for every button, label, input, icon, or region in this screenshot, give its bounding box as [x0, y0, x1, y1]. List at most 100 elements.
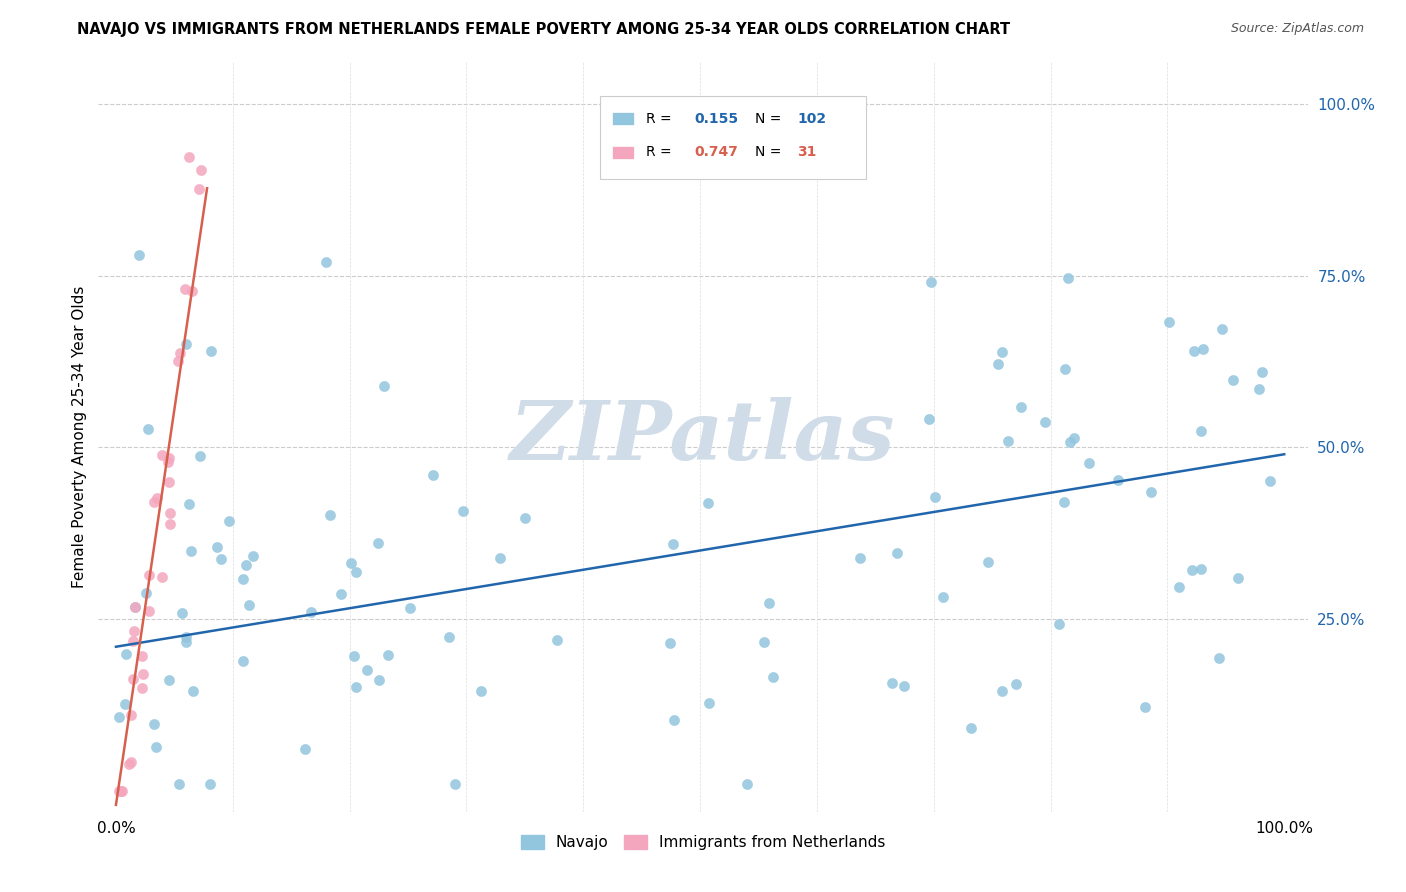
- Navajo: [488, 550, 510, 565]
- Navajo: [886, 546, 908, 560]
- Navajo: [960, 721, 983, 735]
- Immigrants from Netherlands: [159, 506, 181, 520]
- Navajo: [990, 344, 1012, 359]
- Navajo: [232, 573, 254, 587]
- Navajo: [1258, 474, 1281, 488]
- Immigrants from Netherlands: [174, 282, 197, 296]
- Navajo: [1191, 342, 1213, 356]
- Immigrants from Netherlands: [159, 517, 181, 532]
- Navajo: [1140, 485, 1163, 500]
- Text: R =: R =: [647, 145, 676, 160]
- Navajo: [1107, 473, 1129, 487]
- Navajo: [924, 491, 946, 505]
- Navajo: [114, 697, 136, 711]
- Immigrants from Netherlands: [150, 448, 173, 462]
- Navajo: [762, 670, 785, 684]
- Immigrants from Netherlands: [122, 634, 145, 648]
- Navajo: [1167, 580, 1189, 594]
- Text: 0.155: 0.155: [695, 112, 738, 126]
- Immigrants from Netherlands: [111, 784, 134, 798]
- Navajo: [174, 635, 197, 649]
- Navajo: [218, 514, 240, 528]
- Navajo: [880, 675, 903, 690]
- Navajo: [848, 551, 870, 566]
- Immigrants from Netherlands: [157, 455, 180, 469]
- Immigrants from Netherlands: [138, 604, 160, 618]
- Immigrants from Netherlands: [131, 649, 153, 664]
- Navajo: [1157, 315, 1180, 329]
- Navajo: [142, 717, 165, 731]
- Navajo: [232, 654, 254, 668]
- Navajo: [319, 508, 342, 522]
- Navajo: [990, 684, 1012, 698]
- Text: 31: 31: [797, 145, 817, 160]
- Immigrants from Netherlands: [124, 600, 146, 615]
- Navajo: [356, 663, 378, 677]
- Immigrants from Netherlands: [145, 491, 167, 505]
- Navajo: [758, 596, 780, 610]
- Navajo: [299, 605, 322, 619]
- Navajo: [115, 648, 138, 662]
- Navajo: [174, 630, 197, 644]
- Navajo: [135, 586, 157, 600]
- Navajo: [344, 565, 367, 579]
- Navajo: [1133, 699, 1156, 714]
- Immigrants from Netherlands: [157, 450, 180, 465]
- Navajo: [1189, 424, 1212, 438]
- Immigrants from Netherlands: [169, 345, 191, 359]
- Navajo: [368, 673, 391, 687]
- Navajo: [170, 607, 193, 621]
- Navajo: [664, 713, 686, 727]
- Navajo: [997, 434, 1019, 448]
- Navajo: [1053, 495, 1076, 509]
- Navajo: [343, 648, 366, 663]
- Navajo: [1181, 563, 1204, 577]
- Navajo: [470, 684, 492, 698]
- Navajo: [200, 344, 222, 359]
- Navajo: [1010, 400, 1032, 414]
- Bar: [613, 112, 634, 126]
- Immigrants from Netherlands: [190, 162, 212, 177]
- Navajo: [340, 556, 363, 570]
- Navajo: [1063, 431, 1085, 445]
- Navajo: [987, 357, 1010, 371]
- Navajo: [108, 709, 131, 723]
- Immigrants from Netherlands: [132, 667, 155, 681]
- Navajo: [735, 777, 758, 791]
- Navajo: [697, 496, 720, 510]
- Immigrants from Netherlands: [177, 150, 200, 164]
- Immigrants from Netherlands: [152, 570, 174, 584]
- Navajo: [1033, 415, 1056, 429]
- Navajo: [451, 504, 474, 518]
- Navajo: [315, 254, 337, 268]
- Text: 102: 102: [797, 112, 827, 126]
- Immigrants from Netherlands: [181, 284, 204, 298]
- Navajo: [1211, 322, 1233, 336]
- Navajo: [367, 536, 389, 550]
- Navajo: [1053, 362, 1076, 376]
- Navajo: [238, 599, 260, 613]
- Text: ZIPatlas: ZIPatlas: [510, 397, 896, 477]
- Navajo: [1077, 456, 1099, 470]
- Navajo: [1249, 382, 1271, 396]
- Navajo: [235, 558, 257, 572]
- Navajo: [198, 777, 221, 791]
- Navajo: [1004, 677, 1026, 691]
- Navajo: [377, 648, 399, 662]
- Text: 0.747: 0.747: [695, 145, 738, 160]
- Navajo: [373, 379, 395, 393]
- Navajo: [136, 422, 159, 436]
- Navajo: [145, 740, 167, 755]
- Immigrants from Netherlands: [120, 707, 142, 722]
- Text: Source: ZipAtlas.com: Source: ZipAtlas.com: [1230, 22, 1364, 36]
- Immigrants from Netherlands: [124, 624, 146, 638]
- Text: N =: N =: [755, 112, 786, 126]
- Text: R =: R =: [647, 112, 676, 126]
- Y-axis label: Female Poverty Among 25-34 Year Olds: Female Poverty Among 25-34 Year Olds: [72, 286, 87, 588]
- Navajo: [157, 673, 180, 688]
- Immigrants from Netherlands: [108, 784, 131, 798]
- Text: N =: N =: [755, 145, 786, 160]
- Navajo: [1057, 270, 1080, 285]
- Navajo: [439, 630, 461, 644]
- Navajo: [1227, 571, 1250, 585]
